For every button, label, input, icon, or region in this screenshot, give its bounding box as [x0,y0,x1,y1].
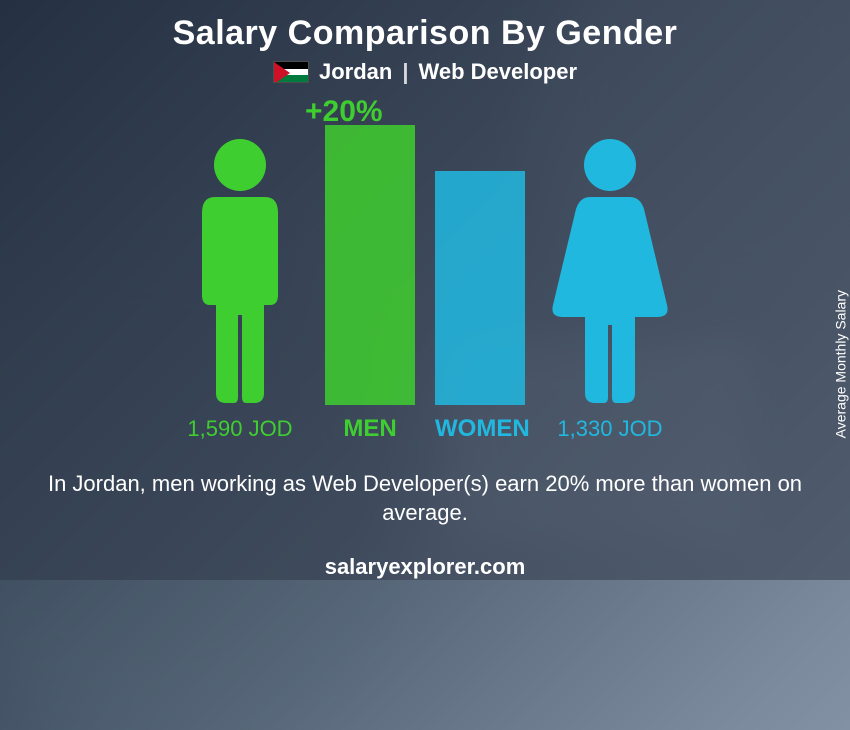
women-bar [435,171,525,405]
chart-area: +20% [65,95,785,405]
page-title: Salary Comparison By Gender [173,14,678,53]
labels-row: 1,590 JOD MEN WOMEN 1,330 JOD [65,415,785,443]
subtitle: Jordan | Web Developer [273,59,577,85]
footer-link: salaryexplorer.com [325,554,526,580]
jordan-flag-icon [273,61,309,83]
description-text: In Jordan, men working as Web Developer(… [45,469,805,528]
men-label: MEN [325,415,415,443]
female-icon [545,135,675,405]
male-icon [175,135,305,405]
subtitle-divider: | [402,59,408,85]
country-label: Jordan [319,59,392,85]
role-label: Web Developer [418,59,577,85]
infographic-content: Salary Comparison By Gender Jordan | Web… [0,0,850,580]
side-axis-label: Average Monthly Salary [832,290,848,438]
women-salary-label: 1,330 JOD [545,416,675,442]
men-salary-label: 1,590 JOD [175,416,305,442]
women-label: WOMEN [435,415,525,443]
men-bar [325,125,415,405]
